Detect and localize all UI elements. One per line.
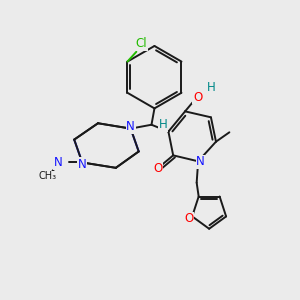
Text: N: N bbox=[126, 120, 135, 133]
Text: N: N bbox=[78, 158, 87, 171]
Text: O: O bbox=[154, 162, 163, 175]
Text: O: O bbox=[184, 212, 193, 225]
Text: N: N bbox=[196, 155, 205, 168]
Text: N: N bbox=[54, 156, 63, 169]
Text: CH₃: CH₃ bbox=[38, 171, 56, 181]
Text: H: H bbox=[207, 81, 215, 94]
Text: O: O bbox=[193, 91, 202, 104]
Text: Cl: Cl bbox=[136, 37, 147, 50]
Text: H: H bbox=[158, 118, 167, 131]
